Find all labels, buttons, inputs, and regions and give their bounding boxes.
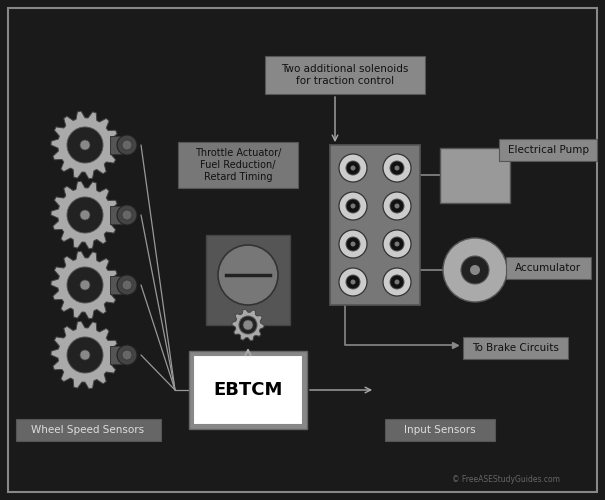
Text: Accumulator: Accumulator — [515, 263, 581, 273]
Bar — [506, 257, 590, 279]
Text: Electrical Pump: Electrical Pump — [508, 145, 589, 155]
Circle shape — [350, 280, 356, 284]
Circle shape — [239, 316, 257, 334]
Circle shape — [67, 337, 103, 373]
Circle shape — [383, 268, 411, 296]
Circle shape — [394, 204, 399, 208]
Circle shape — [461, 256, 489, 284]
Text: EBTCM: EBTCM — [214, 381, 283, 399]
Circle shape — [390, 161, 404, 175]
Circle shape — [390, 275, 404, 289]
Circle shape — [350, 166, 356, 170]
Bar — [330, 145, 420, 305]
Polygon shape — [232, 309, 264, 341]
Polygon shape — [51, 321, 119, 389]
Circle shape — [122, 210, 132, 220]
Text: To Brake Circuits: To Brake Circuits — [471, 343, 558, 353]
Circle shape — [218, 245, 278, 305]
Circle shape — [346, 161, 360, 175]
Bar — [440, 148, 510, 203]
Polygon shape — [51, 181, 119, 249]
Circle shape — [383, 230, 411, 258]
Circle shape — [394, 280, 399, 284]
Circle shape — [383, 192, 411, 220]
Circle shape — [80, 350, 90, 360]
Circle shape — [243, 320, 253, 330]
Bar — [499, 139, 597, 161]
Circle shape — [339, 230, 367, 258]
Bar — [193, 355, 303, 425]
Circle shape — [122, 280, 132, 290]
Bar — [110, 206, 122, 224]
Circle shape — [394, 242, 399, 246]
Circle shape — [443, 238, 507, 302]
Circle shape — [117, 345, 137, 365]
Circle shape — [470, 265, 480, 275]
Circle shape — [67, 197, 103, 233]
Circle shape — [383, 154, 411, 182]
Circle shape — [67, 267, 103, 303]
Circle shape — [117, 135, 137, 155]
Text: Throttle Actuator/
Fuel Reduction/
Retard Timing: Throttle Actuator/ Fuel Reduction/ Retar… — [195, 148, 281, 182]
Bar — [462, 337, 567, 359]
Circle shape — [117, 275, 137, 295]
Polygon shape — [51, 251, 119, 319]
Circle shape — [117, 205, 137, 225]
Text: Two additional solenoids
for traction control: Two additional solenoids for traction co… — [281, 64, 409, 86]
Circle shape — [346, 275, 360, 289]
Bar — [110, 276, 122, 294]
Bar — [265, 56, 425, 94]
Bar — [189, 351, 307, 429]
Circle shape — [80, 140, 90, 150]
Text: © FreeASEStudyGuides.com: © FreeASEStudyGuides.com — [452, 476, 560, 484]
Circle shape — [350, 204, 356, 208]
Text: Wheel Speed Sensors: Wheel Speed Sensors — [31, 425, 145, 435]
Bar — [110, 346, 122, 364]
Bar — [16, 419, 160, 441]
Circle shape — [122, 140, 132, 150]
Circle shape — [394, 166, 399, 170]
Circle shape — [339, 154, 367, 182]
Text: Input Sensors: Input Sensors — [404, 425, 476, 435]
Circle shape — [339, 192, 367, 220]
Circle shape — [80, 280, 90, 290]
Bar — [385, 419, 495, 441]
Circle shape — [390, 237, 404, 251]
Circle shape — [80, 210, 90, 220]
Polygon shape — [51, 111, 119, 179]
Circle shape — [67, 127, 103, 163]
Circle shape — [350, 242, 356, 246]
Bar — [110, 136, 122, 154]
Bar — [178, 142, 298, 188]
Circle shape — [346, 237, 360, 251]
Circle shape — [346, 199, 360, 213]
Bar — [206, 235, 290, 325]
Circle shape — [390, 199, 404, 213]
Circle shape — [339, 268, 367, 296]
Circle shape — [122, 350, 132, 360]
